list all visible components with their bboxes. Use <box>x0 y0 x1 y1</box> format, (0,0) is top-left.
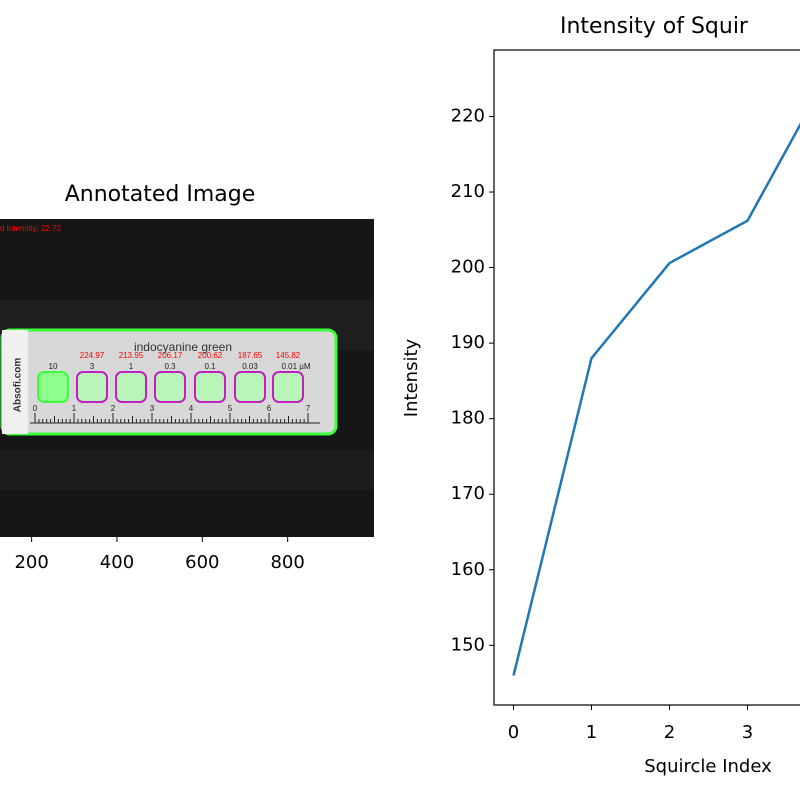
intensity-label: 224.97 <box>80 351 105 360</box>
y-tick-label: 200 <box>451 257 485 278</box>
axes-frame <box>493 49 800 706</box>
ruler-number: 1 <box>72 404 77 413</box>
data-line <box>512 122 800 676</box>
y-axis-label: Intensity <box>401 338 422 417</box>
x-tick-label: 400 <box>100 552 134 573</box>
intensity-label: 187.65 <box>238 351 263 360</box>
wells: 10 3 1 0.3 0.1 0.03 0.01 µM 224.97 213.95 206.17 2… <box>37 351 311 403</box>
well <box>37 371 69 403</box>
brand: Absofi.com <box>13 358 24 413</box>
well <box>272 371 304 403</box>
strip-end <box>2 330 28 434</box>
y-tick-label: 180 <box>451 408 485 429</box>
well <box>115 371 147 403</box>
concentration: 0.01 µM <box>281 362 310 371</box>
concentration: 10 <box>49 362 58 371</box>
intensity-label: 145.82 <box>276 351 301 360</box>
y-tick-label: 220 <box>451 105 485 126</box>
y-tick-label: 170 <box>451 483 485 504</box>
image-band <box>0 450 374 490</box>
x-tick-label: 2 <box>664 722 675 743</box>
ruler-number: 0 <box>33 404 38 413</box>
intensity-label: 213.95 <box>119 351 144 360</box>
x-axis-label: Squircle Index <box>644 756 772 777</box>
x-tick-label: 3 <box>742 722 753 743</box>
well <box>234 371 266 403</box>
ruler-number: 6 <box>267 404 272 413</box>
x-tick-label: 200 <box>14 552 48 573</box>
strip-label: indocyanine green <box>134 340 232 354</box>
well <box>76 371 108 403</box>
concentration: 1 <box>129 362 134 371</box>
chart-title: Intensity of Squir <box>560 14 749 39</box>
x-tick-label: 1 <box>586 722 597 743</box>
concentration: 0.1 <box>204 362 216 371</box>
intensity-label: 206.17 <box>158 351 183 360</box>
concentration: 0.3 <box>164 362 176 371</box>
well <box>194 371 226 403</box>
ruler-number: 7 <box>306 404 311 413</box>
ruler-number: 2 <box>111 404 116 413</box>
y-tick-label: 160 <box>451 559 485 580</box>
ruler-number: 5 <box>228 404 233 413</box>
x-tick-label: 600 <box>185 552 219 573</box>
ruler-number: 3 <box>150 404 155 413</box>
y-tick-label: 210 <box>451 181 485 202</box>
y-tick-label: 190 <box>451 332 485 353</box>
ruler-number: 4 <box>189 404 194 413</box>
well <box>154 371 186 403</box>
corner-label: d Intensity: 22.72 <box>0 224 61 233</box>
intensity-label: 200.62 <box>198 351 223 360</box>
x-tick-label: 0 <box>508 722 519 743</box>
y-tick-label: 150 <box>451 634 485 655</box>
x-tick-label: 800 <box>270 552 304 573</box>
ruler: 0 1 2 3 4 5 6 7 <box>30 404 320 424</box>
chart-title: Annotated Image <box>65 182 256 207</box>
concentration: 0.03 <box>242 362 258 371</box>
concentration: 3 <box>90 362 95 371</box>
